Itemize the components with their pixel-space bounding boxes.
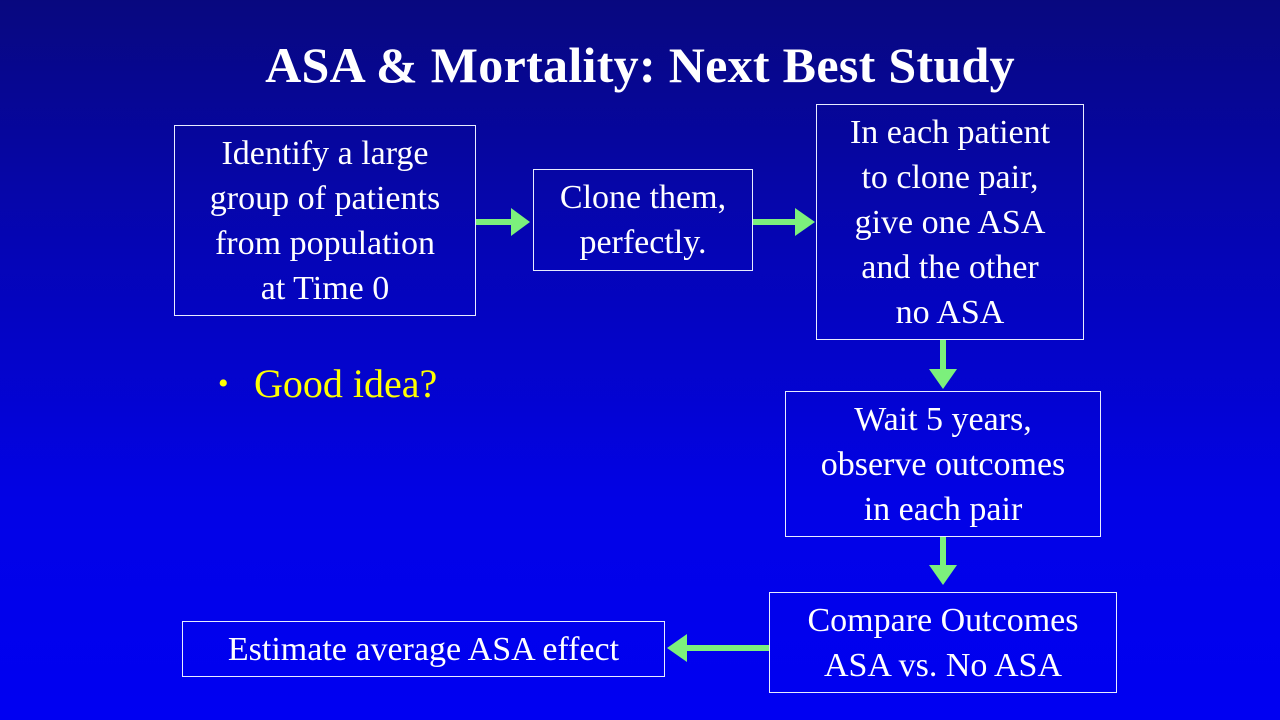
flow-step-text: In each patient	[849, 113, 1051, 151]
flow-step-identify-patients: Identify a large group of patients from …	[174, 125, 476, 316]
bullet-item: • Good idea?	[218, 358, 437, 410]
flow-step-text: to clone pair,	[861, 158, 1039, 196]
flow-step-wait-observe: Wait 5 years, observe outcomes in each p…	[785, 391, 1101, 537]
flow-step-text: perfectly.	[579, 224, 707, 261]
flow-step-text: in each pair	[863, 490, 1023, 528]
flow-step-text: give one ASA	[854, 203, 1046, 241]
flow-step-text: Identify a large	[221, 134, 429, 172]
bullet-text: Good idea?	[254, 361, 438, 406]
flow-step-text: Wait 5 years,	[854, 400, 1032, 438]
flow-step-text: Clone them,	[559, 179, 727, 216]
flow-step-compare-outcomes: Compare Outcomes ASA vs. No ASA	[769, 592, 1117, 693]
flow-step-text: from population	[214, 224, 436, 262]
flow-step-text: ASA vs. No ASA	[823, 646, 1063, 684]
bullet-dot: •	[218, 367, 229, 400]
flow-step-text: Compare Outcomes	[807, 601, 1079, 639]
flow-step-text: and the other	[861, 248, 1039, 286]
flow-step-text: at Time 0	[260, 269, 390, 307]
arrow-step3-to-step4	[929, 340, 957, 389]
flow-step-text: observe outcomes	[820, 445, 1066, 483]
flow-step-text: no ASA	[895, 293, 1005, 331]
flow-step-assign-asa: In each patient to clone pair, give one …	[816, 104, 1084, 340]
arrow-step1-to-step2	[476, 208, 530, 236]
flow-step-estimate-effect: Estimate average ASA effect	[182, 621, 665, 677]
arrow-step4-to-step5	[929, 537, 957, 585]
arrow-step2-to-step3	[753, 208, 815, 236]
flow-step-text: Estimate average ASA effect	[227, 630, 620, 668]
arrow-step5-to-step6	[667, 634, 769, 662]
slide-title: ASA & Mortality: Next Best Study	[265, 37, 1015, 93]
flow-step-text: group of patients	[209, 179, 441, 217]
flow-step-clone: Clone them, perfectly.	[533, 169, 753, 271]
